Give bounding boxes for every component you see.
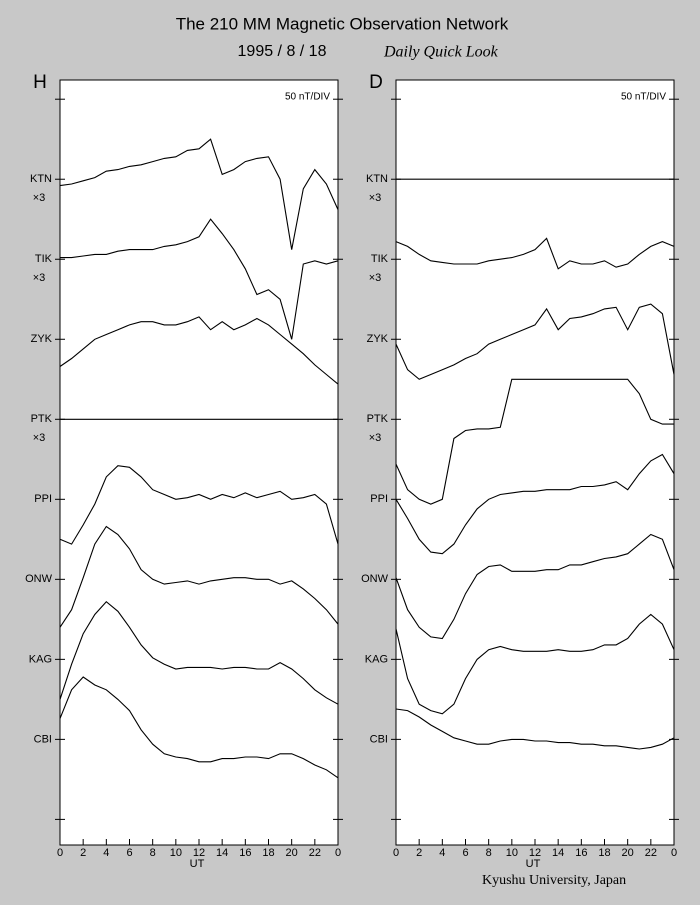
x-tick-label: 20 <box>286 847 298 859</box>
trace <box>59 465 339 545</box>
trace <box>59 676 339 779</box>
y-tick-label: KAG <box>29 653 52 665</box>
x-tick-label: 8 <box>486 847 492 859</box>
x-tick-label: 22 <box>645 847 657 859</box>
credit: Kyushu University, Japan <box>482 873 626 888</box>
panel-label: H <box>33 72 47 93</box>
x-tick-label: 0 <box>335 847 341 859</box>
trace <box>395 708 675 750</box>
x-tick-label: 10 <box>506 847 518 859</box>
trace <box>395 613 675 715</box>
x-tick-label: 12 <box>193 847 205 859</box>
plot-area <box>395 79 675 846</box>
y-tick-label: KAG <box>365 653 388 665</box>
plot-area <box>59 79 339 846</box>
y-tick-label: ONW <box>361 573 389 585</box>
multiplier-label: ×3 <box>33 272 46 284</box>
y-tick-label: CBI <box>34 733 52 745</box>
x-tick-label: 14 <box>216 847 228 859</box>
y-tick-label: KTN <box>30 173 52 185</box>
trace <box>395 303 675 380</box>
trace <box>59 525 339 628</box>
panel-label: D <box>369 72 383 93</box>
x-tick-label: 22 <box>309 847 321 859</box>
y-tick-label: PPI <box>370 493 388 505</box>
multiplier-label: ×3 <box>369 272 382 284</box>
scale-note: 50 nT/DIV <box>285 92 330 103</box>
page-title: The 210 MM Magnetic Observation Network <box>176 14 509 33</box>
y-tick-label: TIK <box>371 253 389 265</box>
x-tick-label: 0 <box>671 847 677 859</box>
x-tick-label: 14 <box>552 847 564 859</box>
multiplier-label: ×3 <box>33 192 46 204</box>
x-tick-label: 10 <box>170 847 182 859</box>
x-tick-label: 18 <box>262 847 274 859</box>
trace <box>59 600 339 705</box>
multiplier-label: ×3 <box>369 192 382 204</box>
x-tick-label: 2 <box>416 847 422 859</box>
y-tick-label: TIK <box>35 253 53 265</box>
x-tick-label: 16 <box>239 847 251 859</box>
y-tick-label: KTN <box>366 173 388 185</box>
y-tick-label: PPI <box>34 493 52 505</box>
y-tick-label: CBI <box>370 733 388 745</box>
x-tick-label: 6 <box>462 847 468 859</box>
x-tick-label: 0 <box>393 847 399 859</box>
trace <box>395 237 675 270</box>
x-tick-label: 2 <box>80 847 86 859</box>
y-tick-label: ONW <box>25 573 53 585</box>
date: 1995 / 8 / 18 <box>238 43 327 60</box>
trace <box>59 138 339 250</box>
x-tick-label: 20 <box>622 847 634 859</box>
trace <box>395 533 675 640</box>
x-axis-label: UT <box>526 858 541 870</box>
subtitle: Daily Quick Look <box>383 44 499 61</box>
trace <box>59 316 339 385</box>
trace <box>395 378 674 505</box>
y-tick-label: PTK <box>31 413 53 425</box>
x-tick-label: 4 <box>439 847 445 859</box>
x-tick-label: 4 <box>103 847 109 859</box>
x-tick-label: 0 <box>57 847 63 859</box>
x-tick-label: 16 <box>575 847 587 859</box>
trace <box>60 218 339 340</box>
x-tick-label: 8 <box>150 847 156 859</box>
y-tick-label: PTK <box>367 413 389 425</box>
trace <box>395 453 675 555</box>
y-tick-label: ZYK <box>367 333 389 345</box>
x-tick-label: 18 <box>598 847 610 859</box>
x-tick-label: 12 <box>529 847 541 859</box>
y-tick-label: ZYK <box>31 333 53 345</box>
scale-note: 50 nT/DIV <box>621 92 666 103</box>
multiplier-label: ×3 <box>369 432 382 444</box>
x-axis-label: UT <box>190 858 205 870</box>
x-tick-label: 6 <box>126 847 132 859</box>
multiplier-label: ×3 <box>33 432 46 444</box>
